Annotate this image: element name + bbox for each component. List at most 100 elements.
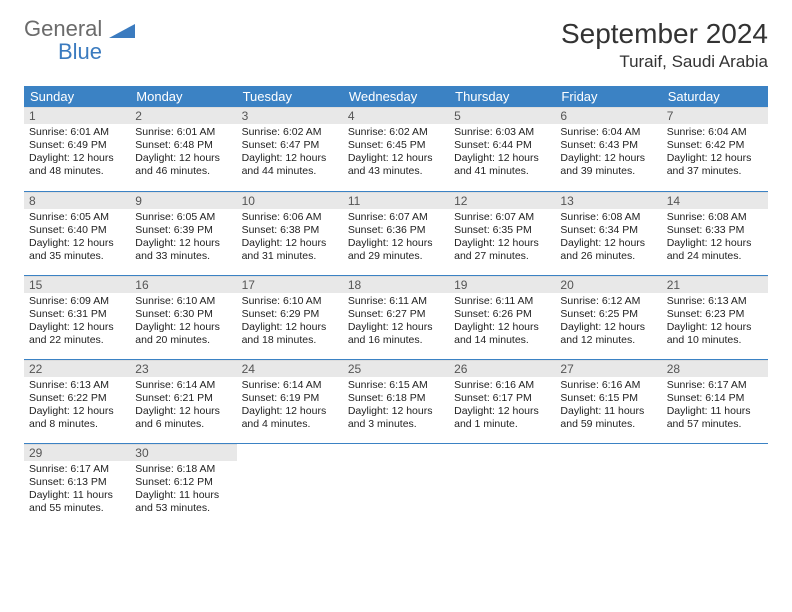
sunrise-line: Sunrise: 6:05 AM <box>135 211 231 224</box>
weekday-header: Friday <box>555 86 661 107</box>
calendar-cell: .. <box>555 443 661 527</box>
sunrise-line: Sunrise: 6:08 AM <box>560 211 656 224</box>
sunset-line: Sunset: 6:45 PM <box>348 139 444 152</box>
day-number: 21 <box>662 276 768 293</box>
sunrise-line: Sunrise: 6:07 AM <box>348 211 444 224</box>
calendar-cell: 21Sunrise: 6:13 AMSunset: 6:23 PMDayligh… <box>662 275 768 359</box>
day-number: 12 <box>449 192 555 209</box>
sunset-line: Sunset: 6:39 PM <box>135 224 231 237</box>
daylight-line: Daylight: 11 hours and 57 minutes. <box>667 405 763 431</box>
day-number: 22 <box>24 360 130 377</box>
title-block: September 2024 Turaif, Saudi Arabia <box>561 18 768 72</box>
day-details: Sunrise: 6:05 AMSunset: 6:40 PMDaylight:… <box>24 209 130 268</box>
day-details: Sunrise: 6:18 AMSunset: 6:12 PMDaylight:… <box>130 461 236 520</box>
sunset-line: Sunset: 6:35 PM <box>454 224 550 237</box>
sunset-line: Sunset: 6:26 PM <box>454 308 550 321</box>
day-number: 18 <box>343 276 449 293</box>
sunrise-line: Sunrise: 6:13 AM <box>667 295 763 308</box>
calendar-cell: 6Sunrise: 6:04 AMSunset: 6:43 PMDaylight… <box>555 107 661 191</box>
sunset-line: Sunset: 6:33 PM <box>667 224 763 237</box>
day-details: Sunrise: 6:07 AMSunset: 6:36 PMDaylight:… <box>343 209 449 268</box>
sunset-line: Sunset: 6:47 PM <box>242 139 338 152</box>
daylight-line: Daylight: 12 hours and 8 minutes. <box>29 405 125 431</box>
sunrise-line: Sunrise: 6:03 AM <box>454 126 550 139</box>
sunrise-line: Sunrise: 6:14 AM <box>135 379 231 392</box>
day-number: 7 <box>662 107 768 124</box>
calendar-cell: 30Sunrise: 6:18 AMSunset: 6:12 PMDayligh… <box>130 443 236 527</box>
daylight-line: Daylight: 12 hours and 29 minutes. <box>348 237 444 263</box>
daylight-line: Daylight: 12 hours and 22 minutes. <box>29 321 125 347</box>
day-number: 9 <box>130 192 236 209</box>
day-details: Sunrise: 6:17 AMSunset: 6:13 PMDaylight:… <box>24 461 130 520</box>
sunrise-line: Sunrise: 6:17 AM <box>29 463 125 476</box>
calendar-cell: 12 Sunrise: 6:07 AMSunset: 6:35 PMDayligh… <box>449 191 555 275</box>
sunrise-line: Sunrise: 6:07 AM <box>454 211 550 224</box>
sunset-line: Sunset: 6:22 PM <box>29 392 125 405</box>
sunrise-line: Sunrise: 6:16 AM <box>560 379 656 392</box>
day-number: 25 <box>343 360 449 377</box>
day-number: 2 <box>130 107 236 124</box>
sunrise-line: Sunrise: 6:18 AM <box>135 463 231 476</box>
logo-triangle-icon <box>109 22 135 45</box>
calendar-cell: 7Sunrise: 6:04 AMSunset: 6:42 PMDaylight… <box>662 107 768 191</box>
calendar-cell: 24Sunrise: 6:14 AMSunset: 6:19 PMDayligh… <box>237 359 343 443</box>
sunrise-line: Sunrise: 6:13 AM <box>29 379 125 392</box>
day-details: Sunrise: 6:04 AMSunset: 6:43 PMDaylight:… <box>555 124 661 183</box>
day-number: 19 <box>449 276 555 293</box>
logo-text-top: General <box>24 16 102 41</box>
daylight-line: Daylight: 12 hours and 27 minutes. <box>454 237 550 263</box>
daylight-line: Daylight: 12 hours and 39 minutes. <box>560 152 656 178</box>
calendar-cell: 29Sunrise: 6:17 AMSunset: 6:13 PMDayligh… <box>24 443 130 527</box>
calendar-cell: 8Sunrise: 6:05 AMSunset: 6:40 PMDaylight… <box>24 191 130 275</box>
sunrise-line: Sunrise: 6:12 AM <box>560 295 656 308</box>
day-details: Sunrise: 6:14 AMSunset: 6:19 PMDaylight:… <box>237 377 343 436</box>
calendar-cell: 26Sunrise: 6:16 AMSunset: 6:17 PMDayligh… <box>449 359 555 443</box>
sunset-line: Sunset: 6:18 PM <box>348 392 444 405</box>
day-details: Sunrise: 6:16 AMSunset: 6:15 PMDaylight:… <box>555 377 661 436</box>
day-details: Sunrise: 6:10 AMSunset: 6:30 PMDaylight:… <box>130 293 236 352</box>
day-details: Sunrise: 6:05 AMSunset: 6:39 PMDaylight:… <box>130 209 236 268</box>
day-number: 30 <box>130 444 236 461</box>
day-details: Sunrise: 6:09 AMSunset: 6:31 PMDaylight:… <box>24 293 130 352</box>
day-details: Sunrise: 6:02 AMSunset: 6:45 PMDaylight:… <box>343 124 449 183</box>
month-title: September 2024 <box>561 18 768 50</box>
sunset-line: Sunset: 6:34 PM <box>560 224 656 237</box>
day-details: Sunrise: 6:01 AMSunset: 6:49 PMDaylight:… <box>24 124 130 183</box>
daylight-line: Daylight: 11 hours and 59 minutes. <box>560 405 656 431</box>
sunrise-line: Sunrise: 6:11 AM <box>454 295 550 308</box>
sunrise-line: Sunrise: 6:17 AM <box>667 379 763 392</box>
calendar-cell: 3Sunrise: 6:02 AMSunset: 6:47 PMDaylight… <box>237 107 343 191</box>
calendar-cell: 18Sunrise: 6:11 AMSunset: 6:27 PMDayligh… <box>343 275 449 359</box>
day-details: Sunrise: 6:04 AMSunset: 6:42 PMDaylight:… <box>662 124 768 183</box>
header: General Blue September 2024 Turaif, Saud… <box>24 18 768 72</box>
daylight-line: Daylight: 12 hours and 1 minute. <box>454 405 550 431</box>
calendar-cell: 2Sunrise: 6:01 AMSunset: 6:48 PMDaylight… <box>130 107 236 191</box>
calendar-cell: .. <box>237 443 343 527</box>
calendar-row: 22Sunrise: 6:13 AMSunset: 6:22 PMDayligh… <box>24 359 768 443</box>
day-number: 6 <box>555 107 661 124</box>
calendar-cell: .. <box>662 443 768 527</box>
calendar-cell: 22 Sunrise: 6:13 AMSunset: 6:22 PMDayligh… <box>24 359 130 443</box>
day-details: Sunrise: 6:03 AMSunset: 6:44 PMDaylight:… <box>449 124 555 183</box>
sunrise-line: Sunrise: 6:04 AM <box>560 126 656 139</box>
daylight-line: Daylight: 12 hours and 41 minutes. <box>454 152 550 178</box>
daylight-line: Daylight: 12 hours and 18 minutes. <box>242 321 338 347</box>
day-number: 3 <box>237 107 343 124</box>
day-number: 10 <box>237 192 343 209</box>
day-number: 20 <box>555 276 661 293</box>
calendar-cell: 17Sunrise: 6:10 AMSunset: 6:29 PMDayligh… <box>237 275 343 359</box>
sunrise-line: Sunrise: 6:14 AM <box>242 379 338 392</box>
sunrise-line: Sunrise: 6:04 AM <box>667 126 763 139</box>
sunset-line: Sunset: 6:40 PM <box>29 224 125 237</box>
day-details: Sunrise: 6:02 AMSunset: 6:47 PMDaylight:… <box>237 124 343 183</box>
daylight-line: Daylight: 12 hours and 43 minutes. <box>348 152 444 178</box>
sunset-line: Sunset: 6:27 PM <box>348 308 444 321</box>
day-number: 17 <box>237 276 343 293</box>
daylight-line: Daylight: 12 hours and 20 minutes. <box>135 321 231 347</box>
sunset-line: Sunset: 6:49 PM <box>29 139 125 152</box>
sunset-line: Sunset: 6:13 PM <box>29 476 125 489</box>
day-number: 29 <box>24 444 130 461</box>
sunset-line: Sunset: 6:15 PM <box>560 392 656 405</box>
calendar-cell: 16Sunrise: 6:10 AMSunset: 6:30 PMDayligh… <box>130 275 236 359</box>
calendar-cell: 5Sunrise: 6:03 AMSunset: 6:44 PMDaylight… <box>449 107 555 191</box>
